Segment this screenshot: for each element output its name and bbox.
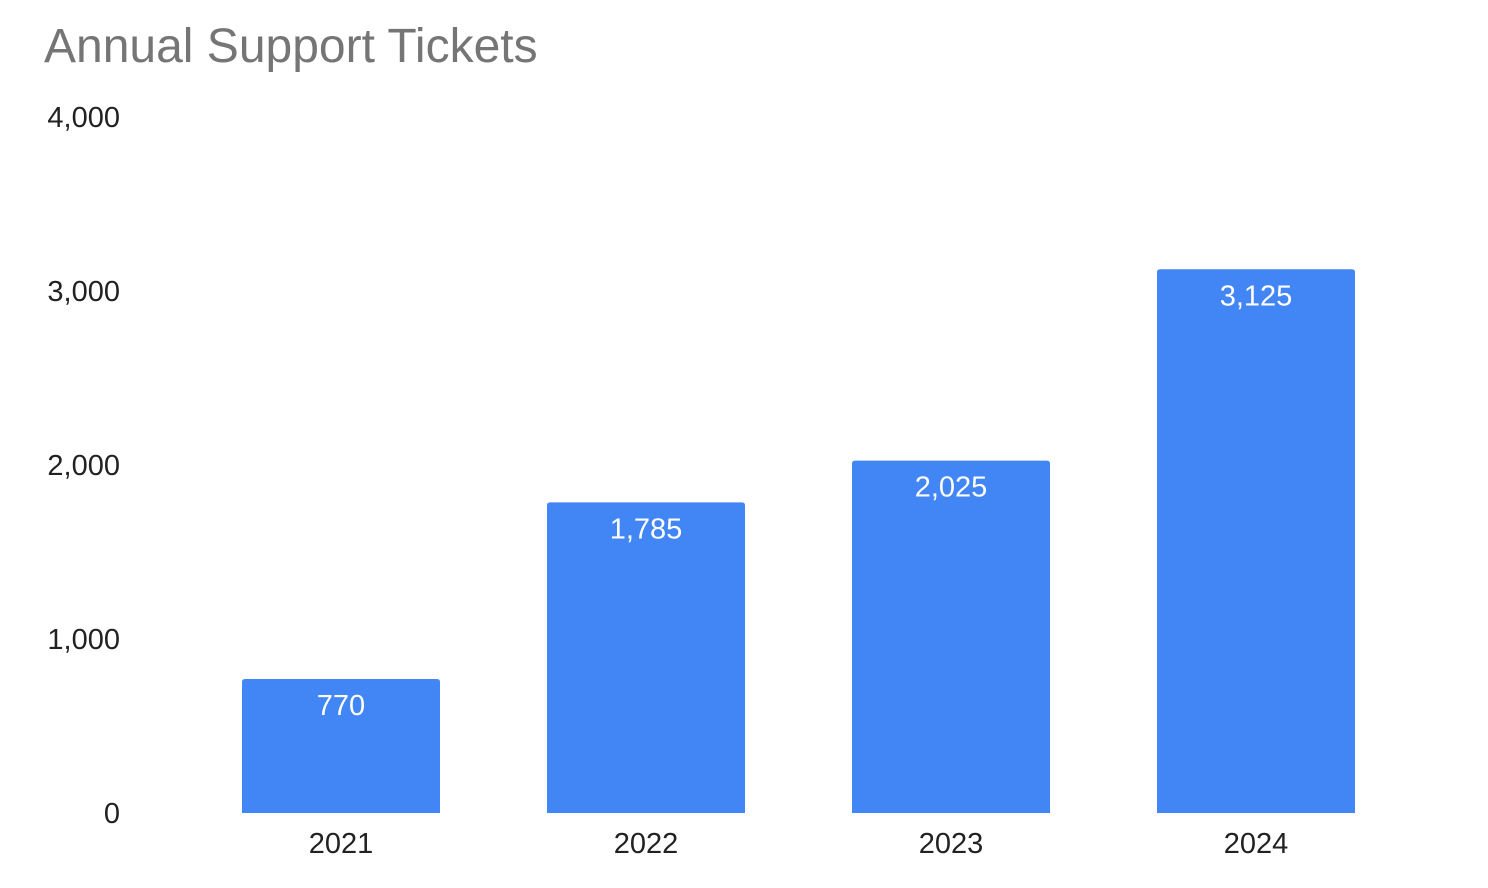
y-axis: 0 1,000 2,000 3,000 4,000 bbox=[47, 102, 120, 830]
chart-title: Annual Support Tickets bbox=[44, 20, 538, 73]
data-label: 2,025 bbox=[915, 472, 988, 504]
y-tick-label: 1,000 bbox=[47, 624, 120, 656]
bar-2023 bbox=[852, 460, 1050, 813]
x-tick-label: 2023 bbox=[919, 828, 984, 860]
x-tick-label: 2022 bbox=[614, 828, 679, 860]
y-tick-label: 4,000 bbox=[47, 102, 120, 134]
x-tick-label: 2021 bbox=[309, 828, 374, 860]
bar-2022 bbox=[547, 502, 745, 813]
data-label: 770 bbox=[317, 690, 365, 722]
x-axis: 2021 2022 2023 2024 bbox=[309, 828, 1289, 860]
y-tick-label: 0 bbox=[104, 798, 120, 830]
bar-2021 bbox=[242, 679, 440, 813]
data-label: 1,785 bbox=[610, 513, 683, 545]
y-tick-label: 3,000 bbox=[47, 276, 120, 308]
data-label: 3,125 bbox=[1220, 280, 1293, 312]
bars-group: 770 1,785 2,025 3,125 bbox=[242, 269, 1355, 813]
bar-2024 bbox=[1157, 269, 1355, 813]
x-tick-label: 2024 bbox=[1224, 828, 1289, 860]
y-tick-label: 2,000 bbox=[47, 450, 120, 482]
